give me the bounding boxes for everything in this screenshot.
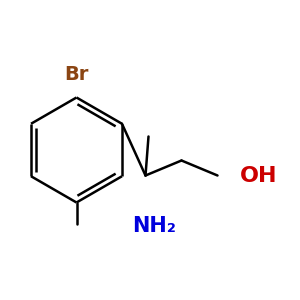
Text: NH₂: NH₂ xyxy=(133,217,176,236)
Text: Br: Br xyxy=(64,64,89,83)
Text: OH: OH xyxy=(240,166,278,185)
